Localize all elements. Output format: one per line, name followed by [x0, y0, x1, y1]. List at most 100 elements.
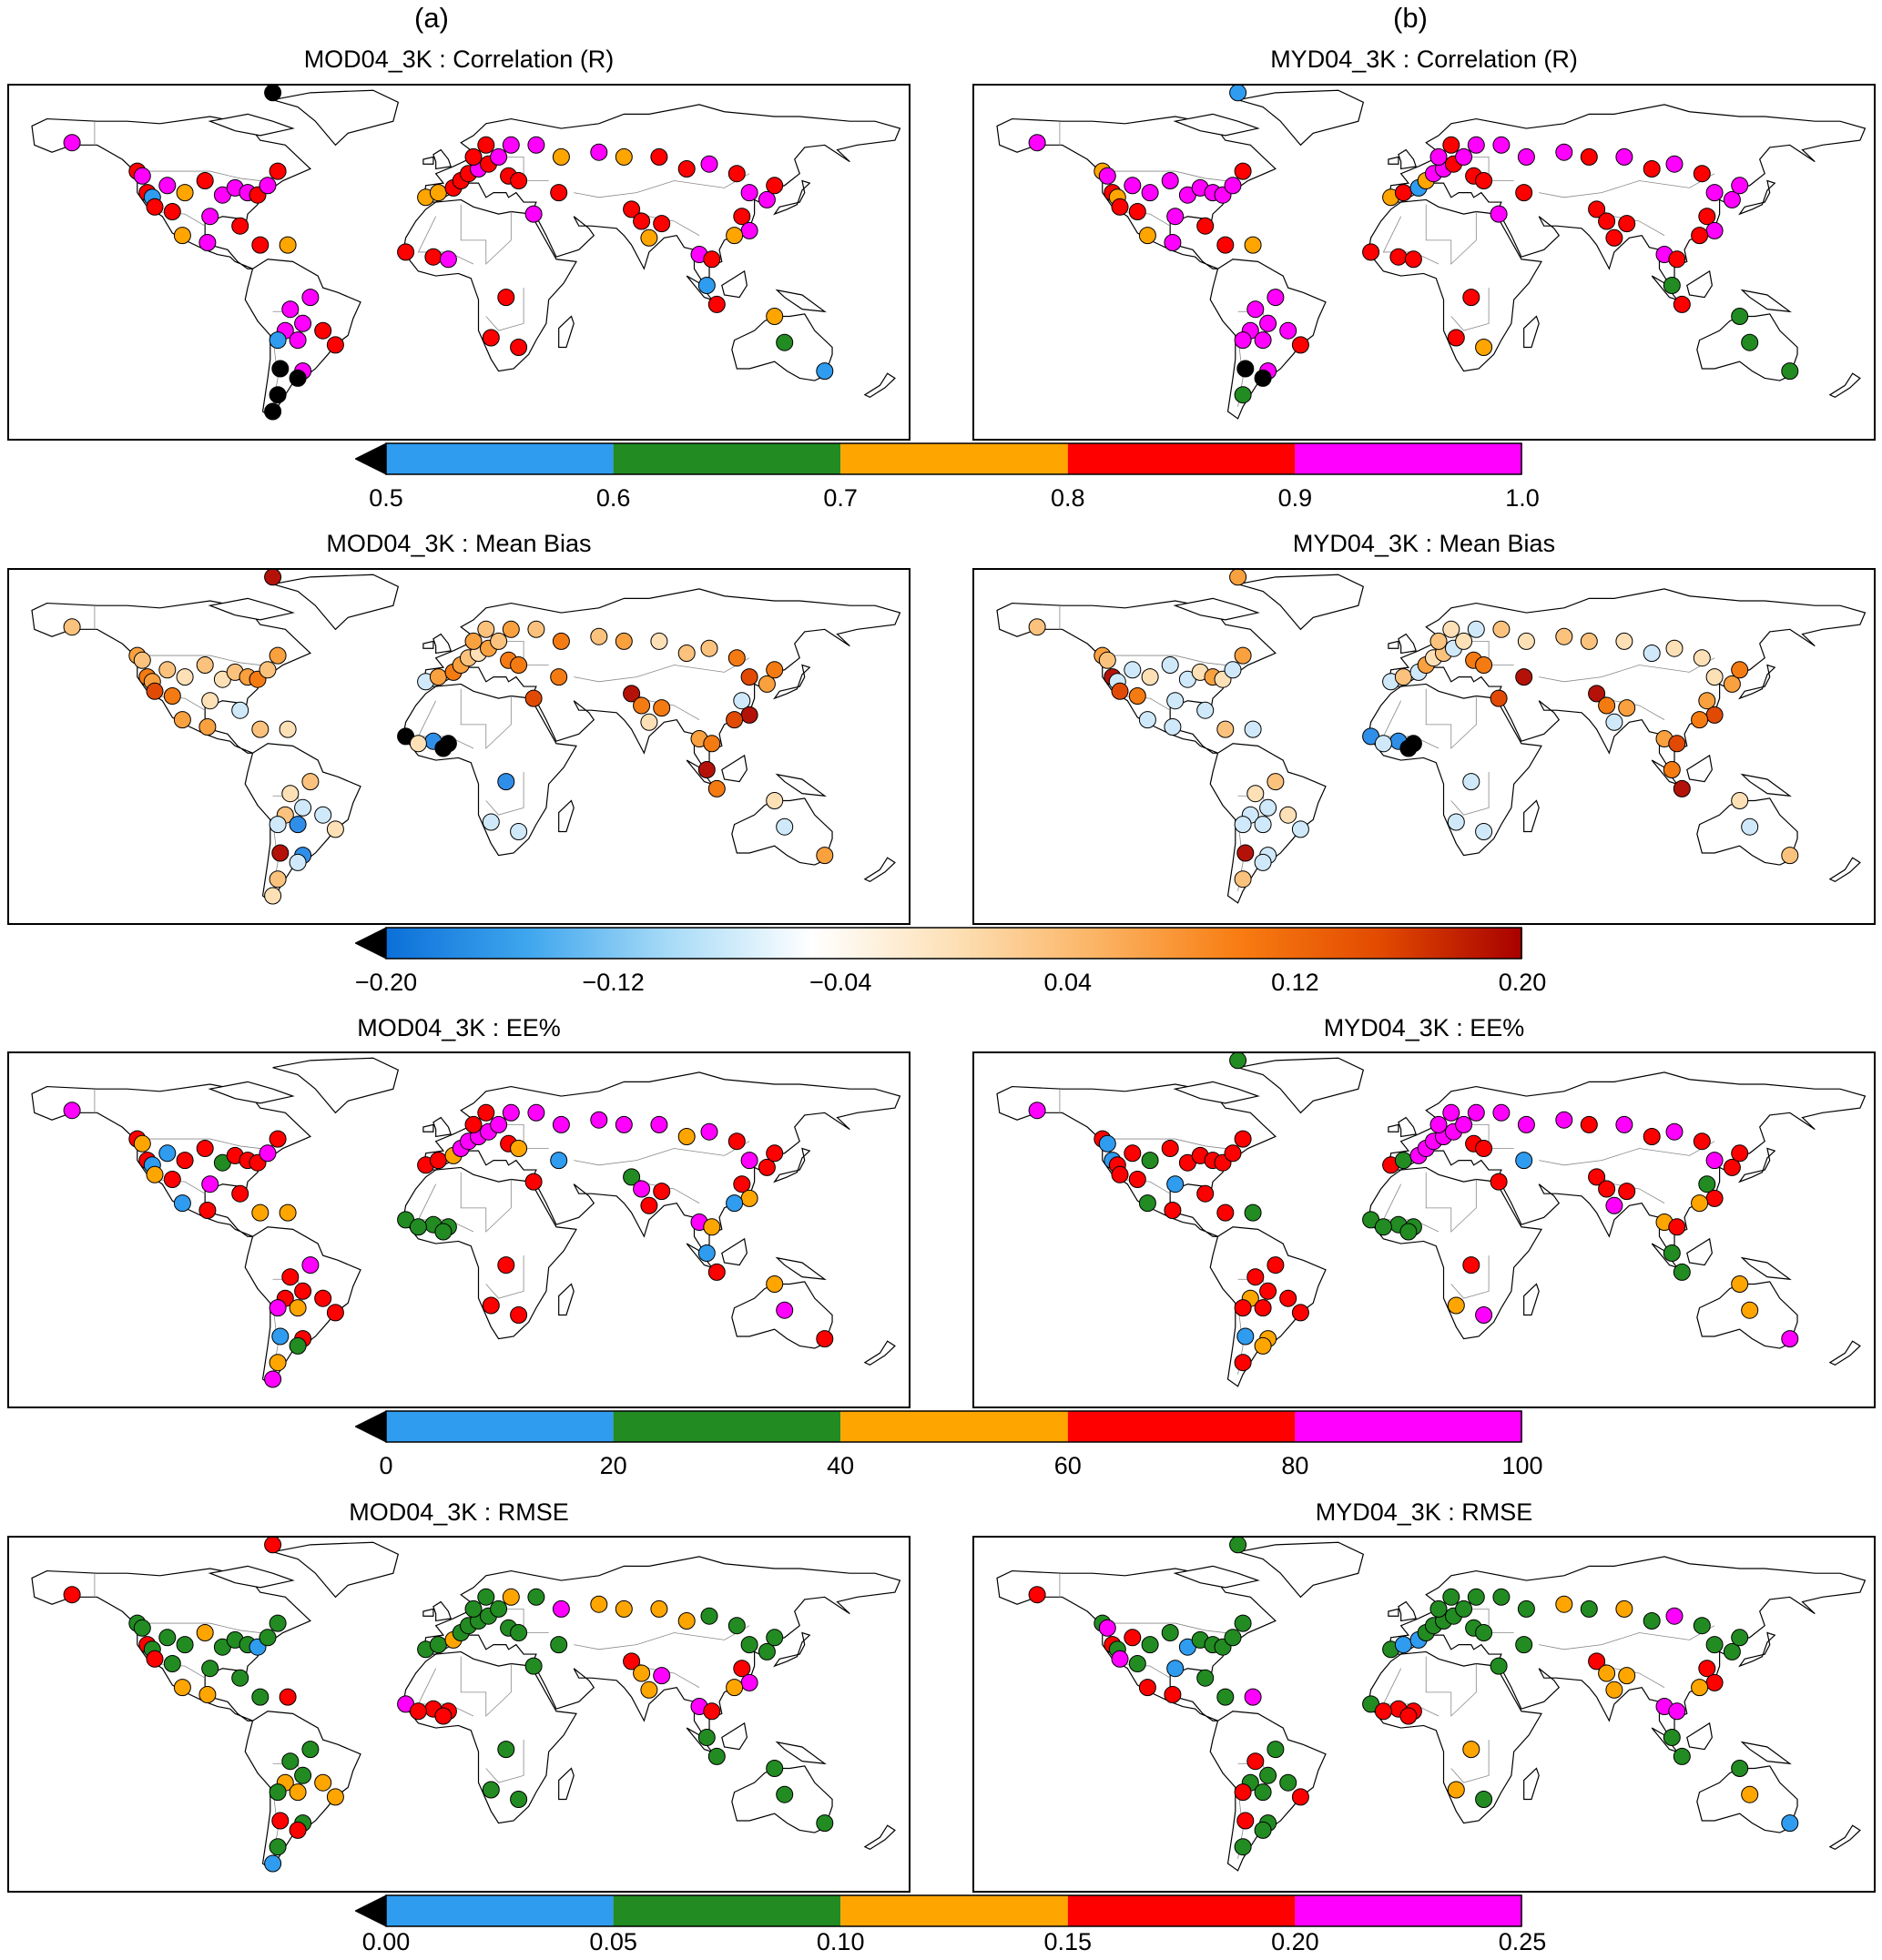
station-marker [294, 1282, 312, 1300]
station-marker [1741, 1301, 1759, 1319]
country-border [1463, 1609, 1514, 1633]
station-marker [615, 632, 633, 650]
station-marker [269, 1354, 287, 1372]
station-marker [1693, 1617, 1711, 1635]
station-marker [1447, 1296, 1465, 1315]
country-border [460, 1172, 512, 1233]
station-marker [1475, 1624, 1493, 1641]
station-marker [231, 701, 249, 719]
station-marker [703, 735, 721, 753]
station-marker [264, 887, 282, 905]
colorbar-tick-label: 0.25 [1498, 1928, 1547, 1955]
country-border [460, 688, 512, 749]
colorbar-segment [386, 1895, 614, 1926]
station-marker [1374, 735, 1392, 753]
station-marker [1246, 1752, 1265, 1771]
station-marker [1259, 1282, 1277, 1300]
station-marker [429, 1152, 447, 1170]
station-marker [1462, 1741, 1480, 1759]
station-marker [1234, 1614, 1252, 1632]
station-marker [1490, 689, 1508, 707]
station-marker [1462, 773, 1480, 791]
station-marker [510, 172, 528, 189]
station-marker [279, 1203, 297, 1222]
coastline [775, 289, 827, 313]
world-map-svg [996, 1053, 1867, 1387]
coastline [721, 1721, 748, 1751]
colorbar [355, 1894, 1522, 1927]
station-marker [707, 1263, 726, 1281]
station-marker [1731, 308, 1749, 325]
station-marker [1161, 656, 1179, 674]
station-marker [196, 656, 214, 674]
colorbar-tick-label: 0.20 [1498, 969, 1547, 996]
station-marker [1475, 1140, 1493, 1157]
coastline [1368, 1166, 1542, 1340]
station-marker [590, 627, 608, 645]
station-marker [1111, 1165, 1129, 1183]
station-marker [1291, 1304, 1309, 1322]
coastline [1828, 372, 1861, 399]
world-map-svg [31, 1057, 901, 1388]
station-marker [653, 699, 671, 717]
station-marker [1698, 208, 1716, 226]
station-marker [196, 172, 214, 189]
country-border [574, 1141, 750, 1166]
station-marker [524, 1657, 543, 1675]
colorbar-segment [840, 1411, 1068, 1442]
station-marker [1517, 632, 1535, 650]
station-marker [650, 1599, 668, 1618]
station-marker [1705, 221, 1724, 239]
station-marker [1668, 250, 1686, 269]
station-marker [1374, 1218, 1392, 1236]
station-marker [1781, 362, 1799, 381]
station-marker [1166, 208, 1185, 226]
station-marker [677, 160, 696, 178]
station-marker [1555, 1595, 1573, 1613]
station-marker [198, 1686, 217, 1703]
coastline [773, 1631, 811, 1668]
station-marker [269, 1130, 287, 1148]
station-marker [176, 1152, 194, 1170]
colorbar-under-arrow [355, 1410, 387, 1443]
station-marker [677, 645, 696, 662]
coastline [1686, 269, 1713, 299]
station-marker [201, 1175, 219, 1193]
coastline [422, 1123, 434, 1132]
station-marker [477, 136, 495, 154]
station-marker [490, 1599, 508, 1618]
station-marker [697, 277, 716, 294]
station-marker [510, 1140, 528, 1157]
station-marker [264, 570, 282, 586]
colorbar-under-arrow [355, 927, 387, 960]
panel-title: MYD04_3K : EE% [1323, 1014, 1525, 1041]
colorbar [355, 442, 1522, 475]
station-map [972, 84, 1876, 441]
station-marker [146, 682, 164, 700]
country-border [1539, 657, 1715, 683]
station-marker [1229, 570, 1247, 586]
station-marker [1580, 632, 1598, 650]
panel-title: MYD04_3K : Correlation (R) [1270, 46, 1578, 73]
station-marker [63, 1586, 81, 1604]
station-marker [314, 321, 332, 340]
coastline [432, 633, 453, 655]
station-marker [1224, 1629, 1242, 1647]
station-marker [1492, 1103, 1511, 1122]
station-marker [1234, 646, 1252, 665]
station-marker [1267, 773, 1285, 791]
station-marker [63, 1102, 81, 1120]
station-marker [1028, 1102, 1046, 1120]
station-marker [1394, 1636, 1412, 1654]
coastline [1398, 148, 1418, 170]
station-marker [133, 1134, 151, 1153]
station-marker [1098, 167, 1116, 185]
station-marker [527, 620, 545, 638]
station-marker [1643, 160, 1661, 178]
station-marker [1555, 1111, 1573, 1129]
station-marker [726, 1194, 744, 1213]
country-border [574, 657, 750, 683]
station-marker [1164, 1686, 1182, 1703]
station-marker [1028, 1586, 1046, 1604]
station-marker [1598, 212, 1616, 230]
